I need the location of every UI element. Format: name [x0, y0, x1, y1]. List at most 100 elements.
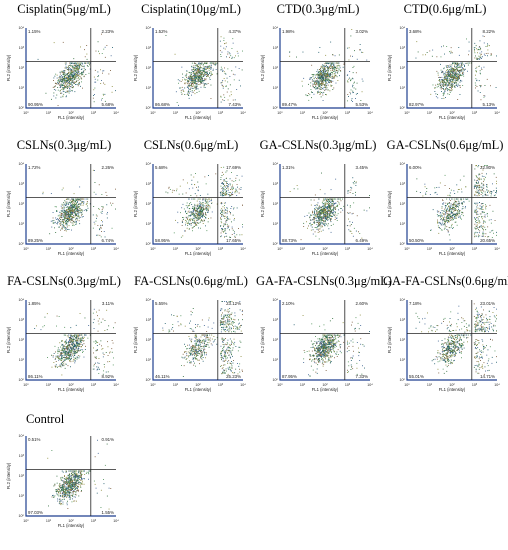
event-dot — [61, 81, 63, 83]
event-dot — [68, 74, 70, 76]
event-dot — [104, 236, 106, 238]
scatter-points — [416, 165, 497, 241]
event-dot — [476, 57, 478, 59]
event-dot — [235, 55, 236, 57]
event-dot — [323, 214, 325, 216]
event-dot — [231, 194, 233, 196]
event-dot — [191, 81, 193, 82]
event-dot — [198, 212, 200, 214]
event-dot — [210, 68, 212, 70]
event-dot — [349, 71, 351, 72]
event-dot — [75, 201, 76, 203]
event-dot — [222, 215, 224, 217]
event-dot — [60, 76, 61, 78]
event-dot — [175, 219, 176, 221]
event-dot — [451, 198, 453, 200]
event-dot — [222, 206, 224, 208]
facs-panel: GA-CSLNs(0.6μg/mL) 10⁰ 10⁰ 10¹ 10¹ 10² 10² 10³ 1… — [383, 136, 507, 273]
event-dot — [316, 211, 318, 213]
event-dot — [207, 209, 209, 211]
event-dot — [235, 188, 237, 190]
event-dot — [221, 208, 223, 210]
event-dot — [353, 65, 355, 67]
event-dot — [458, 85, 460, 87]
event-dot — [446, 72, 448, 74]
event-dot — [468, 41, 470, 43]
event-dot — [70, 90, 72, 92]
event-dot — [349, 192, 351, 193]
event-dot — [199, 73, 201, 75]
event-dot — [319, 69, 320, 71]
event-dot — [72, 212, 73, 213]
event-dot — [62, 224, 64, 226]
event-dot — [76, 75, 78, 77]
event-dot — [199, 215, 200, 217]
event-dot — [322, 74, 324, 76]
event-dot — [63, 72, 65, 74]
event-dot — [434, 87, 436, 88]
panel-title: CTD(0.6μg/mL) — [403, 2, 487, 16]
event-dot — [68, 225, 70, 227]
event-dot — [352, 77, 353, 79]
event-dot — [187, 92, 189, 94]
quadrant-upper-right: 2.26% — [102, 165, 115, 170]
event-dot — [54, 206, 56, 208]
event-dot — [328, 204, 329, 206]
event-dot — [197, 189, 199, 191]
event-dot — [448, 83, 450, 85]
event-dot — [67, 77, 69, 79]
event-dot — [456, 63, 458, 65]
event-dot — [204, 176, 206, 178]
event-dot — [77, 207, 79, 209]
event-dot — [312, 210, 313, 212]
event-dot — [449, 86, 450, 88]
event-dot — [325, 218, 327, 220]
event-dot — [202, 206, 204, 208]
event-dot — [323, 198, 325, 200]
event-dot — [476, 79, 478, 81]
y-tick-label: 10³ — [400, 46, 406, 50]
event-dot — [50, 220, 52, 222]
event-dot — [224, 192, 226, 193]
event-dot — [235, 180, 237, 182]
event-dot — [54, 85, 56, 87]
event-dot — [432, 49, 434, 51]
quadrant-lower-left: 88.73% — [282, 238, 297, 243]
event-dot — [348, 212, 350, 214]
x-axis-label: FL1 (intensity) — [185, 115, 212, 120]
event-dot — [225, 212, 226, 214]
event-dot — [101, 210, 103, 212]
event-dot — [320, 88, 322, 90]
event-dot — [473, 47, 475, 49]
event-dot — [196, 213, 197, 214]
event-dot — [205, 212, 207, 213]
event-dot — [191, 80, 193, 81]
event-dot — [200, 67, 202, 68]
event-dot — [197, 64, 199, 65]
event-dot — [478, 187, 480, 189]
event-dot — [486, 173, 487, 175]
event-dot — [197, 209, 198, 211]
event-dot — [77, 215, 78, 217]
event-dot — [223, 231, 224, 233]
event-dot — [333, 76, 335, 78]
event-dot — [320, 86, 321, 88]
event-dot — [480, 48, 482, 50]
event-dot — [352, 86, 353, 88]
event-dot — [77, 201, 79, 202]
event-dot — [480, 208, 482, 210]
event-dot — [458, 66, 460, 68]
quadrant-lower-right: 5.68% — [102, 102, 115, 107]
event-dot — [459, 215, 461, 217]
event-dot — [196, 207, 197, 209]
event-dot — [202, 211, 204, 213]
event-dot — [54, 222, 56, 224]
event-dot — [79, 73, 81, 75]
event-dot — [67, 211, 69, 213]
event-dot — [457, 191, 459, 193]
event-dot — [183, 91, 185, 92]
event-dot — [318, 207, 319, 209]
event-dot — [316, 210, 318, 212]
event-dot — [329, 201, 330, 202]
event-dot — [78, 205, 80, 207]
